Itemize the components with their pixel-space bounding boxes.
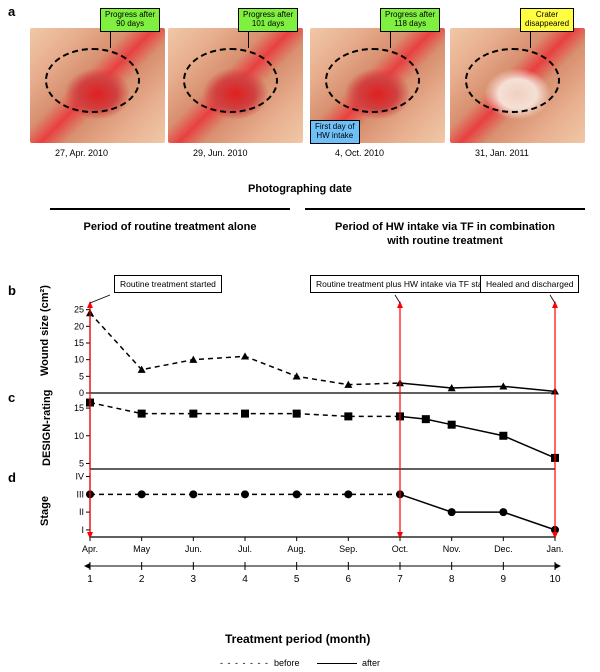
panel-label-a: a (8, 4, 15, 19)
period-right-text: Period of HW intake via TF in combinatio… (300, 220, 590, 249)
svg-text:II: II (79, 507, 84, 517)
svg-text:Jul.: Jul. (238, 544, 252, 554)
svg-text:Sep.: Sep. (339, 544, 358, 554)
panel-a-photo-row: Progress after 90 days 27, Apr. 2010 Progr… (30, 8, 585, 158)
svg-text:10: 10 (549, 574, 561, 585)
chart-area: 051015202551015IIIIIIIVApr.MayJun.Jul.Au… (65, 293, 565, 603)
callout-crater: Crater disappeared (520, 8, 574, 32)
callout-progress: Progress after 101 days (238, 8, 298, 32)
callout-hw-started: Routine treatment plus HW intake via TF … (310, 275, 503, 293)
svg-text:0: 0 (79, 388, 84, 398)
photo-date: 4, Oct. 2010 (335, 148, 384, 158)
svg-text:5: 5 (79, 371, 84, 381)
callout-progress: Progress after 90 days (100, 8, 160, 32)
svg-text:3: 3 (191, 574, 197, 585)
charts-svg: 051015202551015IIIIIIIVApr.MayJun.Jul.Au… (65, 293, 565, 643)
svg-text:9: 9 (501, 574, 507, 585)
callout-healed: Healed and discharged (480, 275, 579, 293)
callout-pointer (530, 30, 531, 48)
y-axis-label-b: Wound size (cm²) (39, 296, 51, 376)
callout-pointer (110, 30, 111, 48)
svg-text:2: 2 (139, 574, 145, 585)
svg-text:10: 10 (74, 355, 84, 365)
callout-first-day-hw: First day of HW intake (310, 120, 360, 144)
svg-text:5: 5 (294, 574, 300, 585)
svg-text:Oct.: Oct. (392, 544, 409, 554)
panel-label-b: b (8, 283, 16, 298)
callout-pointer (390, 30, 391, 48)
period-rule-right (305, 208, 585, 210)
legend-before: before (274, 658, 300, 668)
photo-date: 29, Jun. 2010 (193, 148, 248, 158)
svg-text:15: 15 (74, 403, 84, 413)
panel-label-d: d (8, 470, 16, 485)
svg-text:Aug.: Aug. (287, 544, 306, 554)
callout-routine-started: Routine treatment started (114, 275, 222, 293)
svg-text:Nov.: Nov. (443, 544, 461, 554)
photo-date: 31, Jan. 2011 (475, 148, 529, 158)
x-axis-title: Treatment period (month) (225, 632, 370, 646)
svg-text:25: 25 (74, 305, 84, 315)
svg-text:Dec.: Dec. (494, 544, 513, 554)
svg-text:5: 5 (79, 458, 84, 468)
callout-pointer (248, 30, 249, 48)
svg-text:4: 4 (242, 574, 248, 585)
photo-date: 27, Apr. 2010 (55, 148, 108, 158)
svg-text:10: 10 (74, 431, 84, 441)
legend-after: after (362, 658, 380, 668)
svg-text:7: 7 (397, 574, 403, 585)
svg-text:6: 6 (346, 574, 352, 585)
svg-text:Apr.: Apr. (82, 544, 98, 554)
wound-ellipse (465, 48, 560, 113)
svg-text:1: 1 (87, 574, 93, 585)
svg-text:III: III (76, 489, 84, 499)
period-left-text: Period of routine treatment alone (40, 220, 300, 234)
svg-text:May: May (133, 544, 151, 554)
callout-progress: Progress after 118 days (380, 8, 440, 32)
wound-ellipse (325, 48, 420, 113)
svg-text:Jun.: Jun. (185, 544, 202, 554)
wound-ellipse (45, 48, 140, 113)
wound-ellipse (183, 48, 278, 113)
legend: - - - - - - - before after (0, 658, 600, 668)
y-axis-label-c: DESIGN-rating (41, 376, 53, 466)
svg-text:Jan.: Jan. (546, 544, 563, 554)
period-rule-left (50, 208, 290, 210)
svg-text:8: 8 (449, 574, 455, 585)
photographing-date-title: Photographing date (0, 183, 600, 195)
svg-text:IV: IV (75, 472, 84, 482)
svg-text:20: 20 (74, 321, 84, 331)
svg-text:I: I (81, 525, 84, 535)
svg-text:15: 15 (74, 338, 84, 348)
y-axis-label-d: Stage (39, 476, 51, 526)
panel-label-c: c (8, 390, 15, 405)
